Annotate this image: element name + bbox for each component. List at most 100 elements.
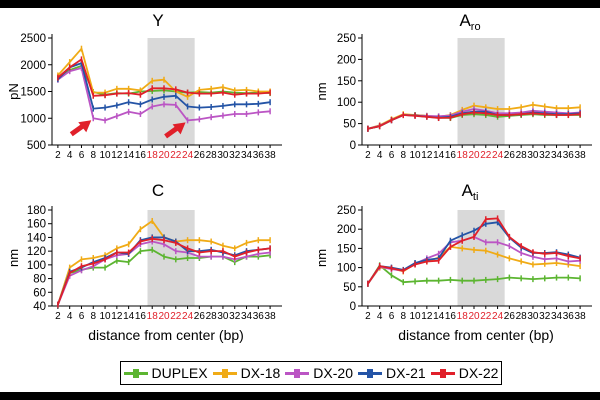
x-tick-label-Ati: 4	[377, 311, 383, 322]
x-tick-label-Y: 16	[135, 150, 147, 161]
x-tick-label-Aro: 6	[389, 150, 395, 161]
x-tick-label-C: 34	[241, 311, 253, 322]
x-tick-label-Ati: 26	[504, 311, 516, 322]
arrow-icon	[69, 120, 92, 137]
panel-title-C: C	[152, 181, 164, 200]
x-tick-label-Ati: 38	[575, 311, 587, 322]
y-tick-label-C: 60	[33, 287, 46, 299]
legend-label-dx20: DX-20	[313, 365, 353, 381]
y-tick-label-Aro: 200	[337, 54, 356, 66]
y-tick-label-Y: 1000	[20, 113, 46, 125]
x-tick-label-Ati: 18	[457, 311, 469, 322]
x-tick-label-C: 32	[229, 311, 241, 322]
y-tick-label-C: 80	[33, 274, 46, 286]
legend-item-dx22: DX-22	[430, 365, 499, 381]
y-tick-label-Ati: 0	[350, 301, 356, 313]
legend-swatch-dx22	[430, 368, 455, 378]
x-label-C: distance from center (bp)	[88, 327, 244, 343]
x-tick-label-Y: 38	[265, 150, 277, 161]
x-tick-label-Ati: 34	[551, 311, 563, 322]
y-tick-label-C: 160	[27, 219, 46, 231]
legend-item-dx18: DX-18	[212, 365, 281, 381]
x-tick-label-Y: 14	[123, 150, 135, 161]
x-tick-label-Y: 6	[79, 150, 85, 161]
panel-title-Aro: Aro	[459, 11, 480, 33]
x-tick-label-C: 30	[217, 311, 229, 322]
legend-label-dx22: DX-22	[458, 365, 499, 381]
y-tick-label-C: 140	[27, 232, 46, 244]
x-tick-label-Y: 26	[194, 150, 206, 161]
x-tick-label-C: 20	[158, 311, 170, 322]
x-tick-label-Aro: 24	[492, 150, 504, 161]
y-tick-label-Aro: 0	[350, 140, 356, 152]
y-tick-label-Ati: 200	[337, 224, 356, 236]
x-tick-label-Y: 18	[147, 150, 159, 161]
legend-label-duplex: DUPLEX	[151, 365, 208, 381]
top-border	[0, 0, 600, 8]
shaded-region-Aro	[457, 38, 505, 145]
panel-title-Y: Y	[152, 11, 163, 30]
y-tick-label-Aro: 100	[337, 97, 356, 109]
x-tick-label-C: 24	[182, 311, 194, 322]
y-tick-label-Aro: 250	[337, 33, 356, 45]
y-tick-label-Ati: 250	[337, 205, 356, 217]
legend-swatch-dx20	[285, 368, 310, 378]
x-tick-label-Ati: 32	[539, 311, 551, 322]
x-tick-label-C: 36	[253, 311, 265, 322]
x-tick-label-Y: 32	[229, 150, 241, 161]
x-tick-label-Aro: 14	[433, 150, 445, 161]
legend-item-duplex: DUPLEX	[123, 365, 208, 381]
x-tick-label-Ati: 12	[421, 311, 433, 322]
x-tick-label-Aro: 20	[468, 150, 480, 161]
x-tick-label-Aro: 2	[365, 150, 371, 161]
x-tick-label-C: 14	[123, 311, 135, 322]
x-label-Ati: distance from center (bp)	[398, 327, 554, 343]
legend-label-dx21: DX-21	[386, 365, 426, 381]
x-tick-label-C: 12	[111, 311, 123, 322]
panel-title-Ati: Ati	[462, 181, 479, 203]
y-tick-label-Y: 1500	[20, 87, 46, 99]
x-tick-label-C: 16	[135, 311, 147, 322]
y-tick-label-C: 180	[27, 205, 46, 217]
y-label-Y: pN	[6, 83, 21, 100]
x-tick-label-Y: 34	[241, 150, 253, 161]
arrow-head	[78, 120, 92, 133]
x-tick-label-Y: 10	[99, 150, 111, 161]
y-tick-label-Aro: 150	[337, 76, 356, 88]
x-tick-label-Aro: 30	[527, 150, 539, 161]
arrow-icon	[164, 122, 186, 139]
y-tick-label-Y: 2500	[20, 33, 46, 45]
y-tick-label-Ati: 50	[343, 282, 356, 294]
x-tick-label-Aro: 22	[480, 150, 492, 161]
legend-label-dx18: DX-18	[240, 365, 281, 381]
x-tick-label-Ati: 30	[527, 311, 539, 322]
x-tick-label-Ati: 14	[433, 311, 445, 322]
x-tick-label-C: 6	[79, 311, 85, 322]
x-tick-label-C: 4	[67, 311, 73, 322]
x-tick-label-Ati: 6	[389, 311, 395, 322]
x-tick-label-Ati: 2	[365, 311, 371, 322]
x-tick-label-Aro: 4	[377, 150, 383, 161]
x-tick-label-Aro: 36	[563, 150, 575, 161]
x-tick-label-Ati: 16	[445, 311, 457, 322]
x-tick-label-Aro: 16	[445, 150, 457, 161]
y-tick-label-Ati: 150	[337, 243, 356, 255]
x-tick-label-Y: 24	[182, 150, 194, 161]
x-tick-label-Y: 20	[158, 150, 170, 161]
x-tick-label-Ati: 22	[480, 311, 492, 322]
x-tick-label-Aro: 18	[457, 150, 469, 161]
x-tick-label-Ati: 36	[563, 311, 575, 322]
x-tick-label-C: 28	[206, 311, 218, 322]
legend-item-dx20: DX-20	[285, 365, 353, 381]
x-tick-label-C: 10	[99, 311, 111, 322]
x-tick-label-Ati: 10	[409, 311, 421, 322]
y-tick-label-C: 120	[27, 246, 46, 258]
x-tick-label-Y: 28	[206, 150, 218, 161]
panel-title-sub-Aro: ro	[471, 21, 481, 33]
x-tick-label-C: 18	[147, 311, 159, 322]
